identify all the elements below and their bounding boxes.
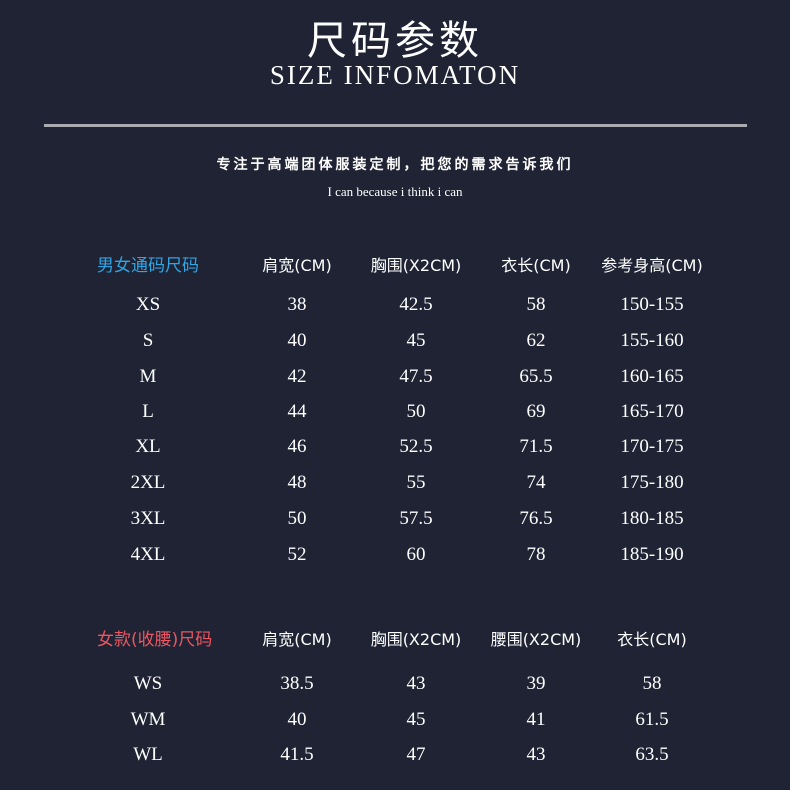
- value-cell: 58: [526, 294, 546, 315]
- value-cell: 185-190: [620, 544, 684, 565]
- value-cell: 52.5: [399, 436, 433, 457]
- value-cell: 65.5: [519, 366, 553, 387]
- size-cell: M: [139, 366, 157, 387]
- value-cell: 39: [526, 673, 546, 694]
- value-cell: 170-175: [620, 436, 684, 457]
- size-cell: 4XL: [130, 544, 166, 565]
- size-cell: WS: [133, 673, 163, 694]
- column-header: 肩宽(CM): [262, 256, 332, 275]
- table-label: 女款(收腰)尺码: [97, 630, 213, 650]
- value-cell: 41: [526, 709, 546, 730]
- value-cell: 74: [526, 472, 546, 493]
- value-cell: 69: [526, 401, 546, 422]
- value-cell: 44: [287, 401, 307, 422]
- value-cell: 52: [287, 544, 307, 565]
- column-header: 胸围(X2CM): [370, 630, 462, 649]
- value-cell: 175-180: [620, 472, 684, 493]
- value-cell: 76.5: [519, 508, 553, 529]
- value-cell: 45: [406, 709, 426, 730]
- value-cell: 38.5: [280, 673, 314, 694]
- value-cell: 47: [406, 744, 426, 765]
- value-cell: 57.5: [399, 508, 433, 529]
- size-cell: 3XL: [130, 508, 166, 529]
- slogan: 专注于高端团体服装定制，把您的需求告诉我们: [216, 157, 574, 173]
- value-cell: 40: [287, 709, 307, 730]
- column-header: 参考身高(CM): [601, 256, 703, 275]
- table-row: WS 38.5 43 39 58: [0, 669, 790, 699]
- table-row: WL 41.5 47 43 63.5: [0, 740, 790, 770]
- value-cell: 78: [526, 544, 546, 565]
- value-cell: 155-160: [620, 330, 684, 351]
- value-cell: 48: [287, 472, 307, 493]
- value-cell: 47.5: [399, 366, 433, 387]
- size-cell: XS: [135, 294, 161, 315]
- table-row: L 44 50 69 165-170: [0, 397, 790, 427]
- value-cell: 61.5: [635, 709, 669, 730]
- column-header: 肩宽(CM): [262, 630, 332, 649]
- value-cell: 42: [287, 366, 307, 387]
- table-row: XS 38 42.5 58 150-155: [0, 290, 790, 320]
- value-cell: 41.5: [280, 744, 314, 765]
- value-cell: 50: [287, 508, 307, 529]
- motto: I can because i think i can: [327, 184, 463, 199]
- table-header: 男女通码尺码 肩宽(CM) 胸围(X2CM) 衣长(CM) 参考身高(CM): [0, 251, 790, 281]
- table-row: 2XL 48 55 74 175-180: [0, 468, 790, 498]
- size-cell: WM: [130, 709, 166, 730]
- value-cell: 40: [287, 330, 307, 351]
- table-row: M 42 47.5 65.5 160-165: [0, 362, 790, 392]
- size-cell: 2XL: [130, 472, 166, 493]
- value-cell: 43: [406, 673, 426, 694]
- value-cell: 150-155: [620, 294, 684, 315]
- size-cell: XL: [135, 436, 161, 457]
- column-header: 衣长(CM): [617, 630, 687, 649]
- value-cell: 38: [287, 294, 307, 315]
- table-row: 3XL 50 57.5 76.5 180-185: [0, 504, 790, 534]
- value-cell: 160-165: [620, 366, 684, 387]
- size-cell: S: [142, 330, 154, 351]
- table-row: WM 40 45 41 61.5: [0, 705, 790, 735]
- value-cell: 58: [642, 673, 662, 694]
- value-cell: 42.5: [399, 294, 433, 315]
- value-cell: 45: [406, 330, 426, 351]
- value-cell: 165-170: [620, 401, 684, 422]
- divider: [44, 124, 747, 127]
- column-header: 衣长(CM): [501, 256, 571, 275]
- value-cell: 46: [287, 436, 307, 457]
- value-cell: 63.5: [635, 744, 669, 765]
- value-cell: 180-185: [620, 508, 684, 529]
- table-row: S 40 45 62 155-160: [0, 326, 790, 356]
- table-label: 男女通码尺码: [97, 256, 199, 276]
- table-row: 4XL 52 60 78 185-190: [0, 540, 790, 570]
- page-title: 尺码参数: [307, 18, 483, 64]
- size-cell: L: [142, 401, 154, 422]
- value-cell: 55: [406, 472, 426, 493]
- value-cell: 50: [406, 401, 426, 422]
- column-header: 胸围(X2CM): [370, 256, 462, 275]
- value-cell: 71.5: [519, 436, 553, 457]
- page-subtitle: SIZE INFOMATON: [269, 60, 521, 90]
- size-cell: WL: [133, 744, 163, 765]
- table-row: XL 46 52.5 71.5 170-175: [0, 432, 790, 462]
- table-header: 女款(收腰)尺码 肩宽(CM) 胸围(X2CM) 腰围(X2CM) 衣长(CM): [0, 625, 790, 655]
- value-cell: 43: [526, 744, 546, 765]
- column-header: 腰围(X2CM): [490, 630, 582, 649]
- value-cell: 62: [526, 330, 546, 351]
- value-cell: 60: [406, 544, 426, 565]
